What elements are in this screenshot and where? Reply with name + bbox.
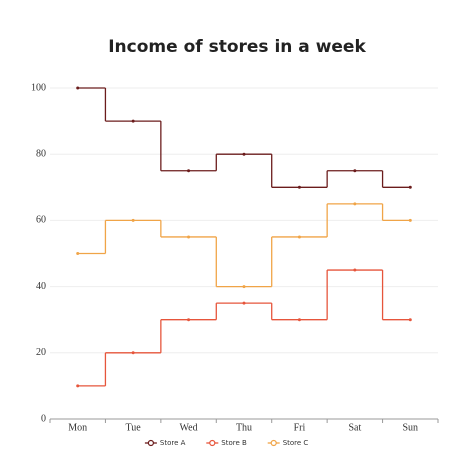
legend-marker xyxy=(209,439,216,447)
point xyxy=(76,384,80,388)
legend-item: Store C xyxy=(267,439,309,447)
x-tick-label: Fri xyxy=(294,422,306,433)
point xyxy=(408,218,412,222)
point xyxy=(76,86,80,90)
legend-item: Store B xyxy=(206,439,247,447)
point xyxy=(242,152,246,156)
x-tick-label: Sat xyxy=(348,422,361,433)
point xyxy=(408,185,412,189)
legend-marker xyxy=(147,439,154,447)
point xyxy=(131,218,135,222)
legend-label: Store B xyxy=(221,439,247,447)
y-tick-label: 40 xyxy=(36,281,46,292)
legend-marker xyxy=(270,439,277,447)
legend-label: Store C xyxy=(283,439,309,447)
point xyxy=(297,318,301,322)
x-tick-label: Tue xyxy=(126,422,142,433)
y-tick-label: 0 xyxy=(41,413,46,424)
point xyxy=(76,252,80,255)
point xyxy=(353,169,357,173)
y-tick-label: 80 xyxy=(36,148,46,159)
point xyxy=(187,235,191,239)
y-tick-label: 60 xyxy=(36,215,46,226)
x-tick-label: Wed xyxy=(180,422,198,433)
point xyxy=(297,235,301,239)
legend-label: Store A xyxy=(160,439,186,447)
x-tick-label: Mon xyxy=(68,422,87,433)
chart-title: Income of stores in a week xyxy=(108,37,366,57)
point xyxy=(297,185,301,189)
point xyxy=(408,318,412,322)
point xyxy=(353,202,357,206)
y-tick-label: 100 xyxy=(31,82,46,93)
x-tick-label: Thu xyxy=(236,422,252,433)
point xyxy=(242,301,246,305)
x-tick-label: Sun xyxy=(403,422,419,433)
point xyxy=(187,169,191,173)
point xyxy=(131,119,135,123)
y-tick-label: 20 xyxy=(36,347,46,358)
point xyxy=(131,351,135,355)
legend-item: Store A xyxy=(144,439,186,447)
point xyxy=(187,318,191,322)
point xyxy=(242,285,246,289)
point xyxy=(353,268,357,272)
